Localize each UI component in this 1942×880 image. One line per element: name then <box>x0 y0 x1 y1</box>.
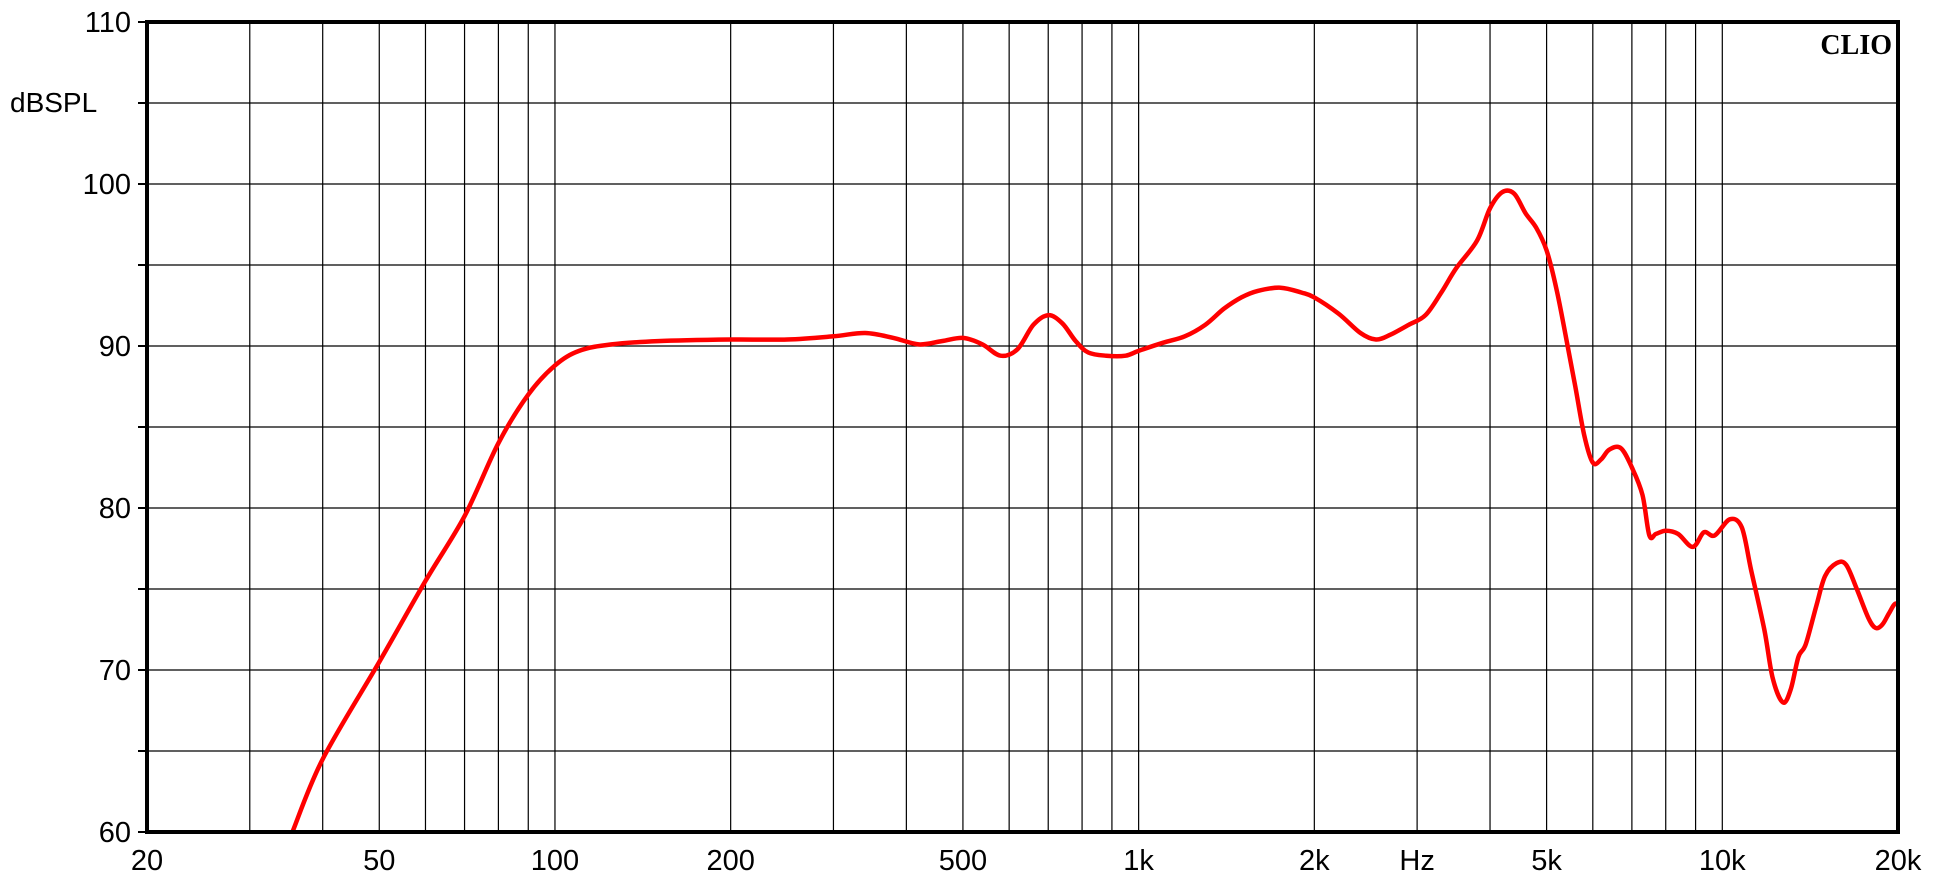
y-tick-label: 70 <box>99 655 131 687</box>
clio-logo: CLIO <box>1820 30 1892 61</box>
y-tick-label: 90 <box>99 331 131 363</box>
x-tick-labels: 20 50 100 200 500 1k 2k 5k 10k 20k Hz <box>131 845 1922 877</box>
x-tick-label: 5k <box>1531 845 1562 877</box>
y-tick-label: 110 <box>85 7 131 39</box>
plot-frame <box>145 20 1900 834</box>
y-tick-label: 100 <box>83 169 131 201</box>
x-tick-label: 2k <box>1299 845 1330 877</box>
y-tick-label: 60 <box>99 817 131 849</box>
x-tick-label: 20k <box>1875 845 1922 877</box>
grid <box>138 21 1899 833</box>
series-line-0 <box>290 188 1898 832</box>
x-tick-label: 1k <box>1123 845 1154 877</box>
series-layer <box>290 188 1898 832</box>
x-tick-label: 500 <box>939 845 987 877</box>
x-axis-label: Hz <box>1399 845 1434 877</box>
y-axis-label: dBSPL <box>10 87 97 118</box>
x-tick-label: 50 <box>363 845 395 877</box>
x-tick-label: 10k <box>1699 845 1746 877</box>
y-tick-labels: 60 70 80 90 100 110 <box>83 7 131 849</box>
x-tick-label: 20 <box>131 845 163 877</box>
x-tick-label: 200 <box>706 845 754 877</box>
x-tick-label: 100 <box>531 845 579 877</box>
y-tick-label: 80 <box>99 493 131 525</box>
